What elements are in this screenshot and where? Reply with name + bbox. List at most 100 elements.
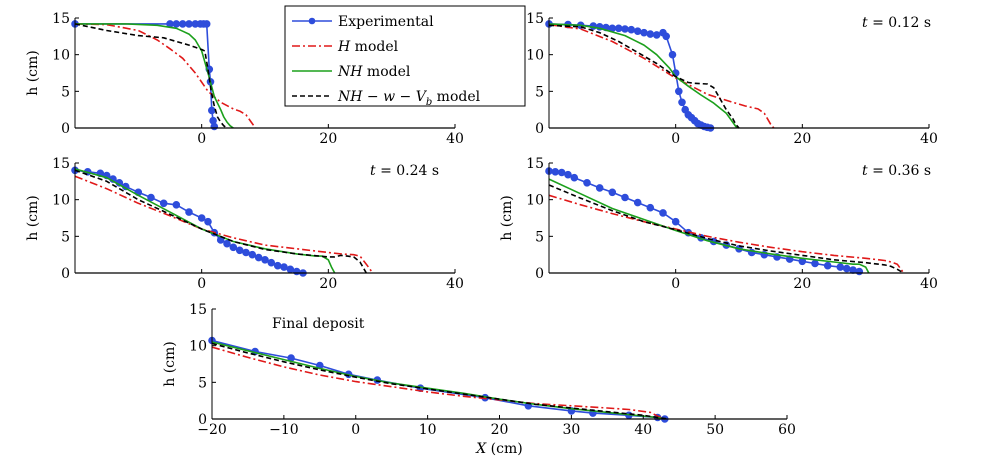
y-tick-label: 15 xyxy=(52,11,70,27)
x-tick-label: 0 xyxy=(671,131,680,147)
series-h-model-line xyxy=(211,346,666,420)
series-nh-model-line xyxy=(75,23,234,129)
legend-box xyxy=(284,5,526,107)
data-point xyxy=(633,198,642,207)
legend: Experimental H model NH model NH − w − Vb m… xyxy=(284,5,526,108)
data-point xyxy=(178,20,187,28)
data-point xyxy=(229,243,238,252)
panel-4: 0 5 10 15 0 20 40 h (cm) t = 0.36 s xyxy=(499,156,938,292)
data-point xyxy=(147,193,155,202)
y-tick-label: 5 xyxy=(61,229,70,245)
legend-label-experimental: Experimental xyxy=(338,14,434,30)
panel-title: t = 0.36 s xyxy=(862,163,931,179)
data-point xyxy=(583,179,591,187)
data-point xyxy=(564,170,572,179)
data-point xyxy=(570,173,579,182)
x-tick-label: 0 xyxy=(351,422,360,438)
y-tick-label: 10 xyxy=(526,48,544,64)
data-point xyxy=(172,201,181,209)
data-point xyxy=(678,98,686,107)
data-point xyxy=(210,122,219,131)
data-point xyxy=(280,263,288,271)
x-tick-label: 20 xyxy=(319,276,337,292)
data-point xyxy=(273,261,282,270)
data-point xyxy=(557,168,566,177)
y-axis-label: h (cm) xyxy=(162,341,178,387)
data-point xyxy=(836,263,845,271)
data-point xyxy=(235,246,244,255)
y-tick-label: 15 xyxy=(189,302,207,318)
x-tick-label: 40 xyxy=(920,276,938,292)
y-tick-label: 10 xyxy=(52,48,70,64)
x-tick-label: 20 xyxy=(793,131,811,147)
series-nhwvb-model-line xyxy=(74,169,367,274)
data-point xyxy=(675,87,683,96)
y-tick-label: 5 xyxy=(61,84,70,100)
data-point xyxy=(185,208,193,216)
y-tick-label: 0 xyxy=(535,266,544,282)
panel-title: t = 0.12 s xyxy=(862,15,931,31)
x-tick-label: −20 xyxy=(197,422,227,438)
data-point xyxy=(223,239,231,248)
data-point xyxy=(204,217,212,226)
data-point xyxy=(671,217,680,226)
series-nh-model-line xyxy=(548,23,740,129)
y-tick-label: 10 xyxy=(52,193,70,209)
x-axis-label: X (cm) xyxy=(475,441,522,457)
series-nhwvb-model-line xyxy=(548,184,905,274)
data-point xyxy=(292,267,301,276)
data-point xyxy=(172,20,181,28)
y-tick-label: 5 xyxy=(198,375,207,391)
series-h-model-line xyxy=(548,194,905,274)
data-point xyxy=(595,184,604,192)
x-tick-label: 20 xyxy=(793,276,811,292)
data-point xyxy=(242,248,250,257)
legend-label-nhwvb-model: NH − w − Vb model xyxy=(337,89,481,108)
series-h-model-line xyxy=(74,23,257,129)
x-tick-label: 20 xyxy=(491,422,509,438)
x-tick-label: 60 xyxy=(778,422,796,438)
legend-label-nh-model: NH model xyxy=(337,64,411,80)
data-point xyxy=(646,203,655,212)
panel-5: 0 5 10 15 −20 −10 0 10 20 30 40 50 60 h (cm) X (cm) Fin… xyxy=(162,302,796,457)
data-point xyxy=(811,259,819,268)
y-tick-label: 5 xyxy=(535,84,544,100)
y-tick-label: 10 xyxy=(189,339,207,355)
data-point xyxy=(662,32,671,41)
legend-label-h-model: H model xyxy=(337,39,399,55)
y-tick-label: 10 xyxy=(526,193,544,209)
data-point xyxy=(646,30,655,38)
series-nhwvb-model-line xyxy=(548,24,740,129)
series-nh-model-line xyxy=(74,168,336,274)
x-tick-label: 0 xyxy=(671,276,680,292)
y-tick-label: 15 xyxy=(526,11,544,27)
data-point xyxy=(621,193,629,202)
y-tick-label: 0 xyxy=(61,121,70,137)
data-point xyxy=(551,168,560,176)
series-nhwvb-model-line xyxy=(211,342,669,420)
data-point xyxy=(202,20,211,28)
y-axis-label: h (cm) xyxy=(25,50,41,96)
x-tick-label: 40 xyxy=(446,276,464,292)
series-nh-model-line xyxy=(548,178,870,274)
data-point xyxy=(627,25,636,34)
x-tick-label: 0 xyxy=(197,131,206,147)
panel-title: t = 0.24 s xyxy=(370,163,439,179)
data-point xyxy=(208,106,216,115)
panel-title: Final deposit xyxy=(272,316,365,332)
series-nhwvb-model-line xyxy=(74,23,228,129)
series-experimental-line xyxy=(211,339,665,420)
series-h-model-line xyxy=(548,23,775,129)
data-point xyxy=(248,250,257,259)
data-point xyxy=(197,214,206,222)
legend-marker xyxy=(308,17,316,25)
data-point xyxy=(842,264,851,273)
data-point xyxy=(254,253,263,262)
data-point xyxy=(633,27,642,36)
data-point xyxy=(855,267,864,276)
y-tick-label: 5 xyxy=(535,229,544,245)
data-point xyxy=(668,50,677,59)
data-point xyxy=(261,256,269,264)
